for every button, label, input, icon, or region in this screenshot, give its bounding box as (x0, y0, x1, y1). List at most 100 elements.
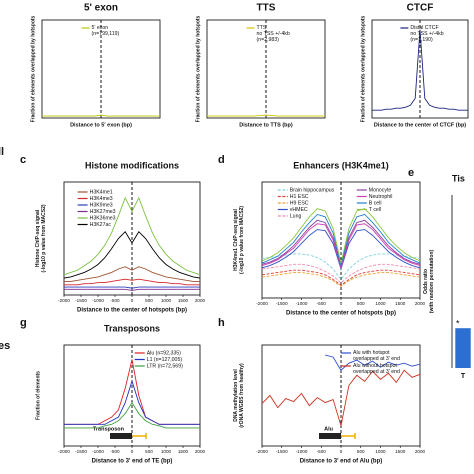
legend-label: Alu with hotspot overlapped at 3' end (353, 350, 400, 362)
annotation: Alu (324, 426, 333, 432)
y-axis-label: Fraction of elements overlapped by hotsp… (195, 15, 201, 122)
bar (455, 328, 471, 368)
x-tick-label: 1000 (375, 449, 386, 454)
x-tick-label: 1500 (395, 301, 406, 306)
x-tick-label: -2000 (256, 301, 268, 306)
x-tick-label: -1500 (276, 301, 288, 306)
legend-label: Brain hippocampus (290, 187, 335, 193)
series-line (207, 114, 325, 117)
series-line (372, 29, 468, 111)
panel-title: Histone modifications (85, 160, 179, 170)
legend-label: H3K4me3 (90, 196, 113, 202)
x-tick-label: -1000 (296, 301, 308, 306)
series-line (63, 196, 201, 276)
y-axis-label: Fraction of elements overlapped by hotsp… (360, 15, 366, 122)
legend-label: vHMEC (290, 207, 308, 213)
y-axis-label: Fraction of elements (35, 371, 41, 420)
x-tick-label: -1000 (92, 449, 104, 454)
series-line (261, 263, 421, 284)
legend-label: 5' exon (n=799,119) (92, 25, 120, 37)
series-line (42, 114, 160, 117)
x-tick-label: -1000 (92, 298, 104, 303)
panel-title: Transposons (104, 323, 160, 333)
x-axis-label: Distance to the center of CTCF (bp) (374, 122, 466, 128)
x-tick-label: 0 (131, 298, 134, 303)
panel-letter: c (20, 154, 26, 166)
legend-label: T cell (369, 207, 381, 213)
x-tick-label: -500 (110, 298, 120, 303)
legend-label: H3K27me3 (90, 209, 116, 215)
x-tick-label: 500 (357, 449, 365, 454)
series-line (261, 213, 421, 266)
legend-label: B cell (369, 200, 382, 206)
x-tick-label: -500 (317, 301, 327, 306)
series-line (64, 379, 200, 425)
x-tick-label: -1500 (75, 298, 87, 303)
legend-label: H3K9me3 (90, 202, 113, 208)
series-line (261, 253, 421, 281)
y-axis-label: DNA methylation level(rDNA WGBS from hea… (233, 363, 245, 428)
series-line (64, 288, 200, 291)
x-tick-label: 1500 (178, 449, 189, 454)
series-line (64, 266, 200, 282)
x-tick-label: 0 (131, 449, 134, 454)
legend-label: H3K27ac (90, 222, 112, 228)
x-tick-label: 500 (357, 301, 365, 306)
x-axis-label: Distance to the center of hotspots (bp) (286, 311, 396, 317)
series-line (64, 286, 200, 289)
x-tick-label: 1500 (395, 449, 406, 454)
x-axis-label: Distance to 3' end of TE (bp) (92, 459, 173, 465)
panel-letter: d (218, 154, 225, 166)
panel-title: 5' exon (84, 3, 118, 14)
series-line (261, 272, 421, 287)
x-tick-label: 0 (340, 449, 343, 454)
x-axis-label: Distance to the center of hotspots (bp) (77, 308, 187, 314)
legend-label: Monocyte (369, 187, 392, 193)
series-line (261, 269, 421, 286)
cropped-label: es (0, 340, 10, 352)
series-line (63, 230, 201, 279)
x-tick-label: -2000 (58, 298, 70, 303)
series-line (261, 208, 421, 264)
x-tick-label: -500 (317, 449, 327, 454)
x-tick-label: -2000 (256, 449, 268, 454)
x-axis-label: Distance to TTS (bp) (239, 122, 293, 128)
legend-label: H3K4me1 (90, 189, 113, 195)
x-tick-label: 1000 (161, 298, 172, 303)
x-tick-label: -1000 (296, 449, 308, 454)
panel-letter: g (20, 317, 27, 329)
y-axis-label: Histone ChIP-seq signal(-log10 p value f… (35, 204, 47, 272)
legend-label: TTS no TSS +/-4kb (n=2,983) (257, 25, 290, 43)
legend-label: LTR (n=72,569) (147, 363, 183, 369)
panel-title: TTS (257, 3, 276, 14)
series-line (64, 278, 200, 286)
legend-label: H9 ESC (290, 200, 309, 206)
x-tick-label: 2000 (415, 301, 426, 306)
series-line (261, 369, 421, 426)
cropped-label: ll (0, 146, 4, 158)
series-line (325, 354, 421, 371)
series-line (261, 223, 421, 270)
x-tick-label: 1500 (178, 298, 189, 303)
panel-title: CTCF (407, 3, 434, 14)
panel-title: Tis (452, 173, 465, 183)
x-tick-label: 500 (145, 449, 153, 454)
legend-label: L1 (n=127,005) (147, 357, 183, 363)
element-bar (319, 433, 341, 439)
legend-label: Lung (290, 213, 302, 219)
x-tick-label: 2000 (415, 449, 426, 454)
x-axis-label: Distance to 3' end of Alu (bp) (300, 459, 383, 465)
x-axis-label: Distance to 5' exon (bp) (70, 122, 132, 128)
legend-label: Neutrophil (369, 194, 393, 200)
y-axis-label: H3K4me1 ChIP-seq signal(-log10 p value f… (233, 206, 245, 274)
series-line (64, 401, 200, 429)
annotation: * (456, 319, 460, 329)
x-tick-label: 1000 (375, 301, 386, 306)
x-tick-label: -1500 (276, 449, 288, 454)
x-tick-label: 2000 (195, 298, 206, 303)
panel-letter: e (408, 167, 414, 179)
x-tick-label: -500 (110, 449, 120, 454)
legend-label: Distal CTCF no TSS +/-4kb (n=7,190) (410, 25, 443, 43)
panel-letter: h (218, 317, 225, 329)
